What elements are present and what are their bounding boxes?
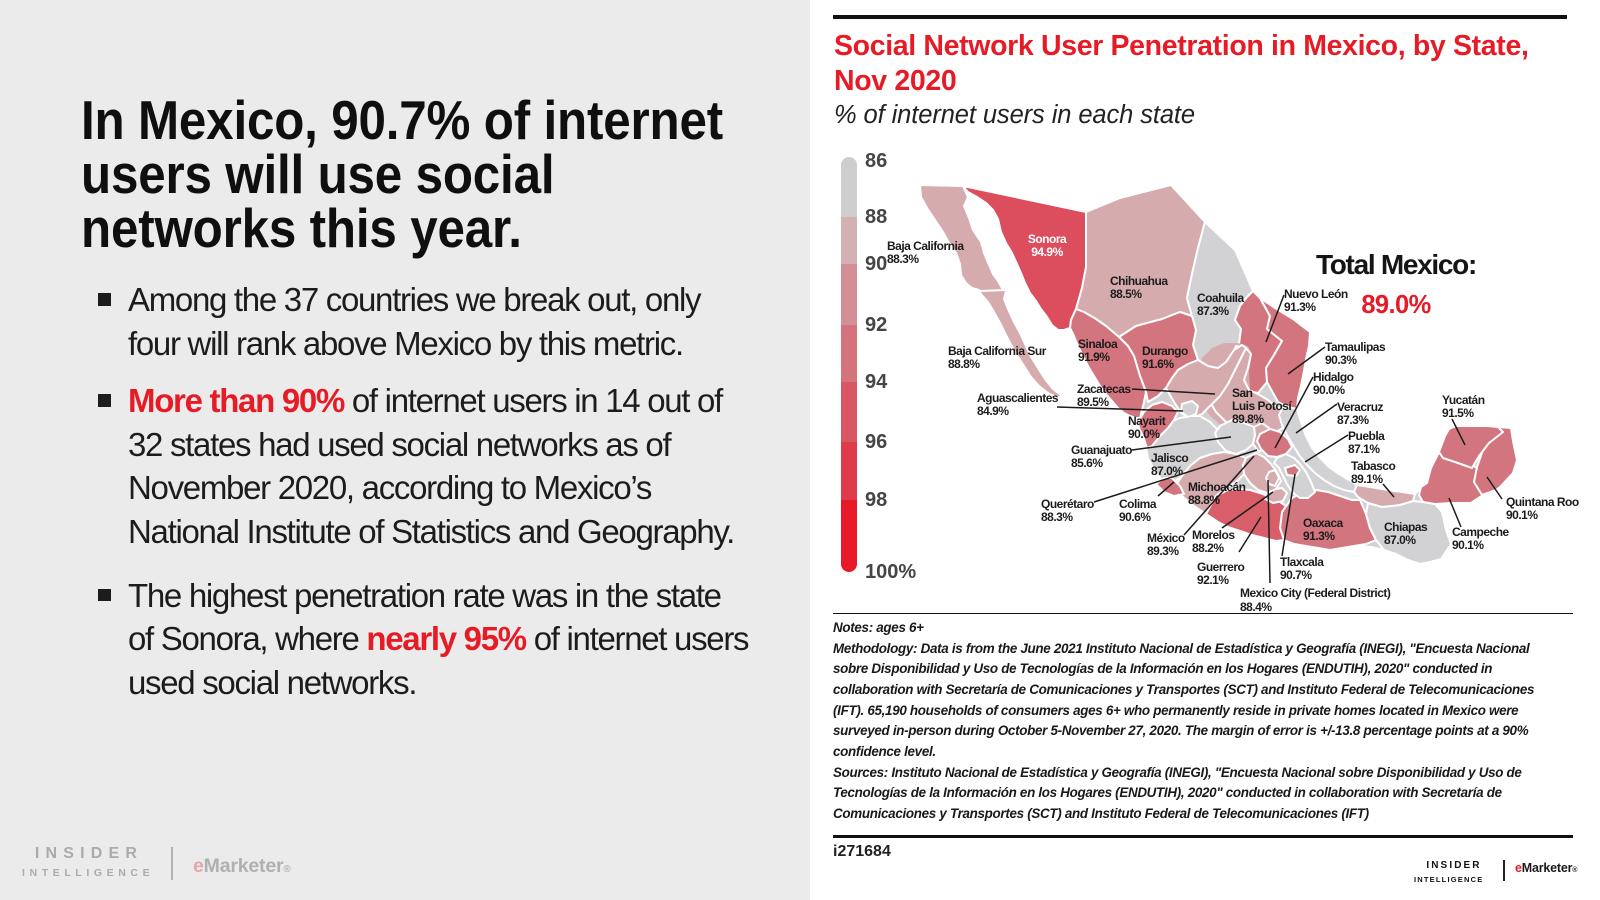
svg-text:Veracruz: Veracruz <box>1337 400 1384 414</box>
svg-text:84.9%: 84.9% <box>977 404 1009 418</box>
svg-text:Nayarit: Nayarit <box>1128 414 1166 428</box>
svg-text:90.7%: 90.7% <box>1280 568 1312 582</box>
svg-text:Querétaro: Querétaro <box>1041 497 1094 511</box>
svg-text:90.1%: 90.1% <box>1452 538 1484 552</box>
svg-text:Coahuila: Coahuila <box>1197 291 1244 305</box>
svg-text:89.0%: 89.0% <box>1361 291 1430 319</box>
svg-text:98: 98 <box>865 489 887 511</box>
svg-text:90.0%: 90.0% <box>1128 427 1160 441</box>
svg-text:Nuevo León: Nuevo León <box>1284 287 1348 301</box>
svg-text:91.3%: 91.3% <box>1284 300 1316 314</box>
svg-text:Luis Potosí: Luis Potosí <box>1232 399 1292 413</box>
svg-text:Morelos: Morelos <box>1192 528 1235 542</box>
svg-text:88: 88 <box>865 206 887 228</box>
svg-text:87.1%: 87.1% <box>1348 442 1380 456</box>
svg-text:87.3%: 87.3% <box>1197 304 1229 318</box>
svg-text:94: 94 <box>865 371 888 393</box>
svg-text:Hidalgo: Hidalgo <box>1313 370 1354 384</box>
svg-text:Aguascalientes: Aguascalientes <box>977 391 1059 405</box>
svg-text:89.8%: 89.8% <box>1232 412 1264 426</box>
svg-text:92: 92 <box>865 314 887 336</box>
svg-text:Guanajuato: Guanajuato <box>1071 443 1132 457</box>
svg-text:Chihuahua: Chihuahua <box>1110 274 1168 288</box>
svg-text:Puebla: Puebla <box>1348 429 1385 443</box>
svg-text:90.3%: 90.3% <box>1325 353 1357 367</box>
svg-text:Tamaulipas: Tamaulipas <box>1325 340 1386 354</box>
svg-text:Mexico City (Federal District): Mexico City (Federal District) <box>1240 586 1391 600</box>
svg-text:Baja California Sur: Baja California Sur <box>948 344 1047 358</box>
svg-text:86: 86 <box>865 150 887 172</box>
svg-text:89.5%: 89.5% <box>1077 395 1109 409</box>
svg-text:Michoacán: Michoacán <box>1188 480 1246 494</box>
svg-text:88.3%: 88.3% <box>1041 510 1073 524</box>
svg-text:85.6%: 85.6% <box>1071 456 1103 470</box>
svg-text:90.6%: 90.6% <box>1119 510 1151 524</box>
svg-text:91.6%: 91.6% <box>1142 357 1174 371</box>
svg-text:91.9%: 91.9% <box>1078 350 1110 364</box>
svg-text:Yucatán: Yucatán <box>1442 393 1485 407</box>
svg-text:Oaxaca: Oaxaca <box>1303 516 1344 530</box>
svg-text:89.1%: 89.1% <box>1351 472 1383 486</box>
svg-text:San: San <box>1232 386 1253 400</box>
svg-text:México: México <box>1147 531 1185 545</box>
svg-text:88.5%: 88.5% <box>1110 287 1142 301</box>
svg-text:Tlaxcala: Tlaxcala <box>1280 555 1324 569</box>
svg-text:Sonora: Sonora <box>1028 232 1067 246</box>
svg-text:87.3%: 87.3% <box>1337 413 1369 427</box>
svg-text:96: 96 <box>865 431 887 453</box>
svg-text:94.9%: 94.9% <box>1031 245 1063 259</box>
svg-text:Zacatecas: Zacatecas <box>1077 382 1131 396</box>
svg-text:87.0%: 87.0% <box>1151 464 1183 478</box>
svg-text:Total Mexico:: Total Mexico: <box>1316 249 1476 280</box>
svg-text:Baja California: Baja California <box>887 239 964 253</box>
svg-text:88.3%: 88.3% <box>887 252 919 266</box>
svg-text:Durango: Durango <box>1142 344 1188 358</box>
svg-text:Quintana Roo: Quintana Roo <box>1506 495 1579 509</box>
svg-text:90: 90 <box>865 253 887 275</box>
svg-text:88.8%: 88.8% <box>948 357 980 371</box>
svg-text:88.2%: 88.2% <box>1192 541 1224 555</box>
svg-text:88.8%: 88.8% <box>1188 493 1220 507</box>
svg-text:Chiapas: Chiapas <box>1384 520 1428 534</box>
svg-text:90.0%: 90.0% <box>1313 383 1345 397</box>
svg-text:100%: 100% <box>865 561 916 583</box>
svg-text:Colima: Colima <box>1119 497 1157 511</box>
svg-text:Campeche: Campeche <box>1452 525 1510 539</box>
svg-text:Jalisco: Jalisco <box>1151 451 1188 465</box>
svg-text:Guerrero: Guerrero <box>1197 560 1245 574</box>
svg-text:90.1%: 90.1% <box>1506 508 1538 522</box>
svg-text:91.3%: 91.3% <box>1303 529 1335 543</box>
svg-text:Tabasco: Tabasco <box>1351 459 1395 473</box>
svg-text:92.1%: 92.1% <box>1197 573 1229 587</box>
svg-text:88.4%: 88.4% <box>1240 600 1272 614</box>
svg-text:87.0%: 87.0% <box>1384 533 1416 547</box>
svg-text:91.5%: 91.5% <box>1442 406 1474 420</box>
svg-text:Sinaloa: Sinaloa <box>1078 337 1118 351</box>
svg-text:89.3%: 89.3% <box>1147 544 1179 558</box>
